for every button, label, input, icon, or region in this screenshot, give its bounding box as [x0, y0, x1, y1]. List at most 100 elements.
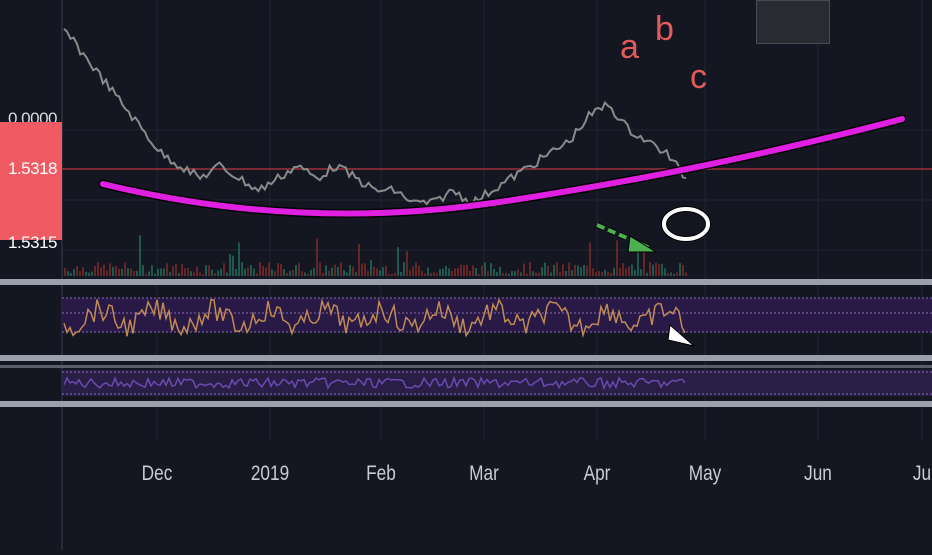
- volume-bar: [130, 268, 132, 276]
- volume-bar: [565, 271, 567, 276]
- volume-bar: [310, 269, 312, 276]
- volume-bar: [373, 266, 375, 276]
- volume-bar: [217, 270, 219, 276]
- volume-bar: [466, 264, 468, 276]
- volume-bar: [97, 262, 99, 276]
- volume-bar: [547, 266, 549, 276]
- volume-bar: [235, 269, 237, 276]
- volume-bar: [238, 242, 240, 276]
- volume-bar: [154, 273, 156, 276]
- oscillator-line: [63, 298, 686, 339]
- volume-bar: [220, 268, 222, 276]
- volume-bar: [295, 265, 297, 276]
- volume-bar: [169, 272, 171, 276]
- volume-bar: [421, 271, 423, 276]
- volume-bar: [247, 267, 249, 276]
- volume-bar: [304, 272, 306, 276]
- volume-bar: [478, 273, 480, 276]
- volume-bar: [550, 272, 552, 276]
- volume-bar: [280, 264, 282, 276]
- wave-label-c: c: [690, 58, 707, 96]
- volume-bar: [589, 242, 591, 276]
- volume-bar: [292, 270, 294, 276]
- oscillator-band: [62, 298, 932, 332]
- volume-bar: [403, 262, 405, 276]
- circle-annotation: [662, 207, 710, 241]
- volume-bar: [646, 272, 648, 276]
- pane-separator: [0, 365, 932, 368]
- volume-bar: [79, 271, 81, 276]
- volume-bar: [196, 266, 198, 276]
- volume-bar: [334, 264, 336, 276]
- volume-bar: [490, 263, 492, 276]
- volume-bar: [109, 263, 111, 276]
- volume-bar: [73, 269, 75, 276]
- volume-bar: [658, 264, 660, 276]
- volume-bar: [628, 266, 630, 276]
- volume-bar: [535, 272, 537, 276]
- volume-bar: [397, 247, 399, 276]
- volume-bar: [559, 271, 561, 276]
- volume-bar: [64, 268, 66, 276]
- volume-bar: [88, 272, 90, 276]
- volume-bar: [268, 262, 270, 276]
- volume-bar: [457, 268, 459, 276]
- volume-bar: [448, 268, 450, 276]
- volume-bar: [643, 245, 645, 276]
- volume-bar: [70, 273, 72, 276]
- volume-bar: [256, 273, 258, 276]
- volume-bar: [253, 268, 255, 276]
- x-tick-label: Ju: [912, 462, 932, 485]
- volume-bar: [436, 272, 438, 276]
- volume-bar: [580, 267, 582, 276]
- volume-bar: [205, 265, 207, 276]
- volume-bar: [340, 262, 342, 276]
- price-line: [63, 28, 687, 208]
- volume-bar: [529, 262, 531, 276]
- volume-bar: [106, 270, 108, 276]
- top-toolbar-box[interactable]: [756, 0, 830, 44]
- volume-bar: [514, 271, 516, 276]
- volume-bar: [91, 271, 93, 276]
- volume-bar: [571, 270, 573, 276]
- volume-bar: [508, 273, 510, 276]
- volume-bar: [289, 270, 291, 276]
- volume-bar: [133, 271, 135, 276]
- volume-bar: [427, 267, 429, 276]
- volume-bar: [76, 266, 78, 276]
- volume-bar: [385, 266, 387, 276]
- volume-bar: [463, 265, 465, 276]
- volume-bar: [637, 243, 639, 276]
- volume-bar: [649, 262, 651, 276]
- volume-bar: [664, 268, 666, 276]
- volume-bar: [283, 268, 285, 276]
- volume-bar: [511, 271, 513, 276]
- volume-bar: [676, 272, 678, 276]
- volume-bar: [346, 272, 348, 276]
- volume-bar: [271, 269, 273, 276]
- volume-bar: [163, 268, 165, 276]
- volume-bar: [127, 268, 129, 276]
- volume-bar: [391, 273, 393, 276]
- volume-bar: [232, 255, 234, 276]
- volume-bar: [229, 254, 231, 276]
- volume-bar: [286, 272, 288, 276]
- volume-bar: [364, 263, 366, 276]
- volume-bar: [442, 268, 444, 276]
- volume-bar: [208, 265, 210, 276]
- volume-bar: [325, 265, 327, 276]
- volume-bar: [151, 265, 153, 276]
- volume-bar: [592, 268, 594, 276]
- volume-bar: [193, 272, 195, 276]
- volume-bar: [598, 271, 600, 276]
- volume-bar: [139, 235, 141, 276]
- volume-bar: [307, 273, 309, 276]
- volume-bar: [544, 262, 546, 276]
- volume-bar: [115, 266, 117, 276]
- volume-bar: [160, 268, 162, 276]
- wave-label-b: b: [655, 10, 674, 48]
- volume-bar: [166, 263, 168, 276]
- volume-bar: [619, 267, 621, 276]
